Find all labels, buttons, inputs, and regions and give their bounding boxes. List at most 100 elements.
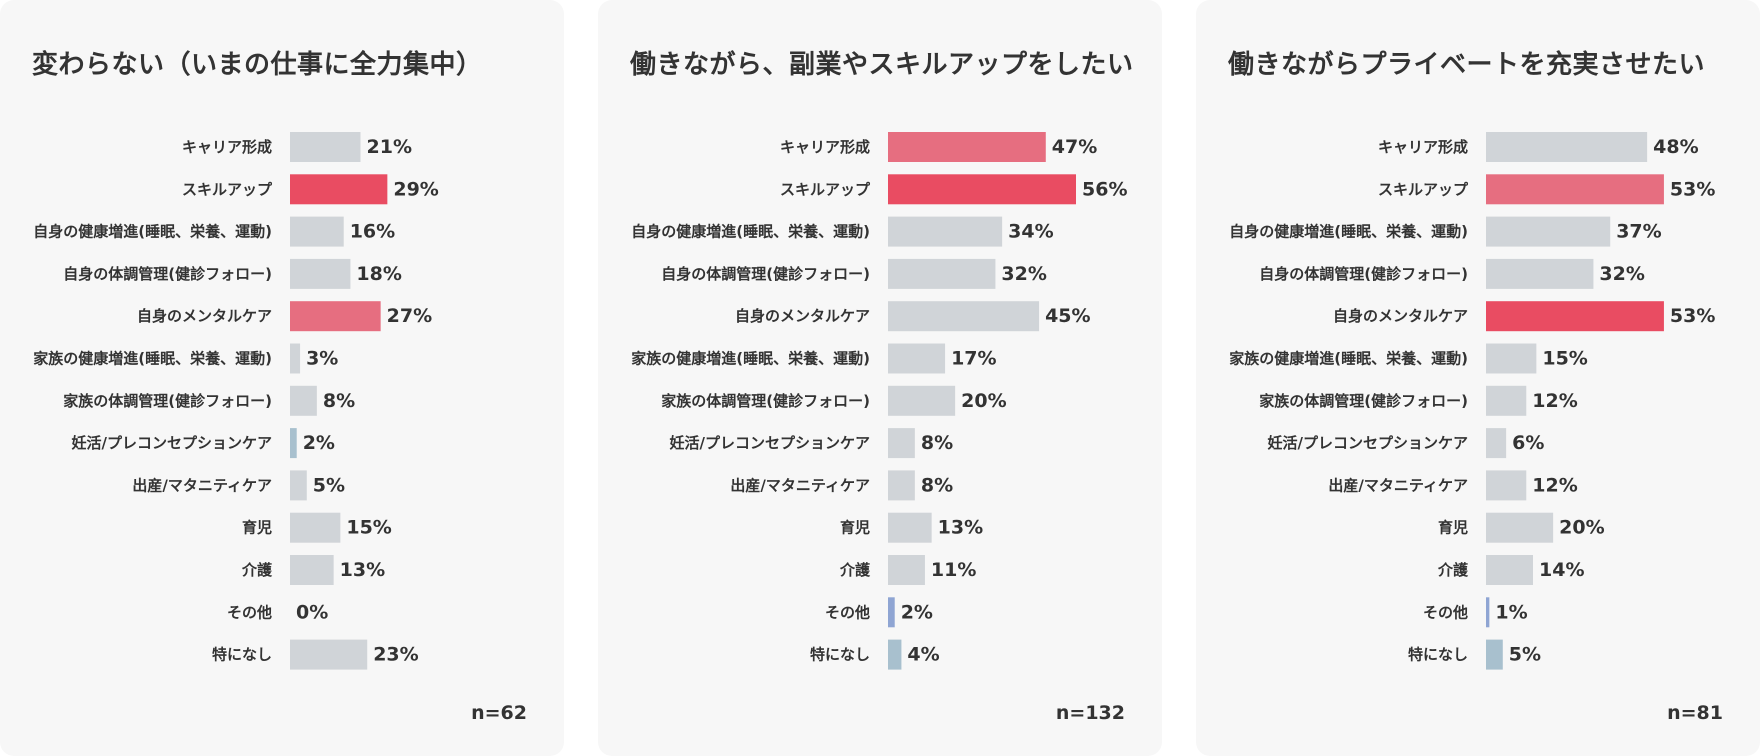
bar [888,258,996,289]
bar [888,301,1040,332]
category-label: その他 [825,603,870,621]
bar [290,174,388,205]
category-label: 自身のメンタルケア [735,307,870,325]
chart-panel-2: 働きながら、副業やスキルアップをしたい キャリア形成 47% スキルアップ 56% 自身… [598,0,1162,756]
bar [888,174,1076,205]
category-label: スキルアップ [1378,180,1469,198]
data-label: 2% [901,601,933,623]
data-label: 11% [931,559,976,581]
data-label: 2% [303,432,335,454]
bar [888,555,925,585]
category-label: 出産/マタニティケア [132,476,272,494]
category-label: 家族の健康増進(睡眠、栄養、運動) [631,350,870,368]
category-label: 介護 [241,561,273,579]
chart-title: 働きながら、副業やスキルアップをしたい [630,50,1134,80]
category-label: 家族の体調管理(健診フォロー) [661,392,870,410]
data-label: 21% [367,136,412,158]
bar [888,428,915,459]
category-label: 出産/マタニティケア [1328,476,1468,494]
bar [1486,428,1507,459]
category-label: 自身のメンタルケア [1333,307,1468,325]
category-label: スキルアップ [182,180,273,198]
bar [1486,258,1594,289]
data-label: 16% [350,221,395,243]
data-label: 17% [951,348,996,370]
bar [290,301,381,332]
chart-title: 働きながらプライベートを充実させたい [1228,50,1706,80]
data-label: 48% [1653,136,1698,158]
bar [290,639,368,670]
bar [290,428,297,459]
bar [888,512,932,543]
data-label: 47% [1052,136,1097,158]
category-label: 自身の体調管理(健診フォロー) [63,265,272,283]
category-label: 家族の健康増進(睡眠、栄養、運動) [1229,350,1468,368]
bar [1486,174,1664,205]
bar [1486,597,1490,628]
bar-chart-1: キャリア形成 21% スキルアップ 29% 自身の健康増進(睡眠、栄養、運動) 16% 自身… [33,132,527,724]
bar [1486,132,1648,162]
bar [290,512,341,543]
data-label: 1% [1495,601,1527,623]
data-label: 15% [346,517,391,539]
bar [888,639,902,670]
chart-panel-1: 変わらない（いまの仕事に全力集中） キャリア形成 21% スキルアップ 29% 自身の健… [0,0,564,756]
chart-panel-3: 働きながらプライベートを充実させたい キャリア形成 48% スキルアップ 53% 自身の… [1196,0,1760,756]
data-label: 4% [907,644,939,666]
category-label: 家族の健康増進(睡眠、栄養、運動) [33,350,272,368]
data-label: 12% [1532,390,1577,412]
data-label: 8% [921,432,953,454]
data-label: 23% [373,644,418,666]
data-label: 15% [1542,348,1587,370]
sample-size-label: n=132 [1056,702,1125,724]
category-label: 特になし [212,646,272,664]
bar [290,555,334,585]
category-label: その他 [227,603,272,621]
data-label: 14% [1539,559,1584,581]
bar-chart-2: キャリア形成 47% スキルアップ 56% 自身の健康増進(睡眠、栄養、運動) 34% 自身… [631,132,1127,724]
data-label: 13% [938,517,983,539]
category-label: 自身の健康増進(睡眠、栄養、運動) [631,223,870,241]
category-label: キャリア形成 [780,138,870,156]
bar [1486,639,1503,670]
sample-size-label: n=81 [1667,702,1723,724]
category-label: 家族の体調管理(健診フォロー) [63,392,272,410]
data-label: 13% [340,559,385,581]
chart-title: 変わらない（いまの仕事に全力集中） [32,50,483,80]
category-label: 自身の体調管理(健診フォロー) [661,265,870,283]
category-label: 妊活/プレコンセプションケア [1268,434,1468,452]
bar [290,343,301,374]
category-label: 育児 [242,519,272,537]
category-label: 介護 [1437,561,1469,579]
data-label: 32% [1001,263,1046,285]
category-label: 介護 [839,561,871,579]
data-label: 3% [306,348,338,370]
category-label: 自身の体調管理(健診フォロー) [1259,265,1468,283]
category-label: スキルアップ [780,180,871,198]
data-label: 12% [1532,474,1577,496]
category-label: 妊活/プレコンセプションケア [72,434,272,452]
category-label: キャリア形成 [1378,138,1468,156]
data-label: 56% [1082,178,1127,200]
category-label: 出産/マタニティケア [730,476,870,494]
data-label: 18% [356,263,401,285]
data-label: 27% [387,305,432,327]
category-label: 自身の健康増進(睡眠、栄養、運動) [33,223,272,241]
bar [290,385,317,416]
category-label: 自身の健康増進(睡眠、栄養、運動) [1229,223,1468,241]
data-label: 37% [1616,221,1661,243]
category-label: キャリア形成 [182,138,272,156]
data-label: 20% [1559,517,1604,539]
category-label: その他 [1423,603,1468,621]
data-label: 5% [313,474,345,496]
data-label: 53% [1670,305,1715,327]
category-label: 妊活/プレコンセプションケア [670,434,870,452]
bar-chart-3: キャリア形成 48% スキルアップ 53% 自身の健康増進(睡眠、栄養、運動) 37% 自身… [1229,132,1723,724]
bar [888,132,1046,162]
category-label: 自身のメンタルケア [137,307,272,325]
bar [290,470,307,501]
bar [888,597,895,628]
data-label: 8% [323,390,355,412]
data-label: 6% [1512,432,1544,454]
bar [1486,216,1611,247]
